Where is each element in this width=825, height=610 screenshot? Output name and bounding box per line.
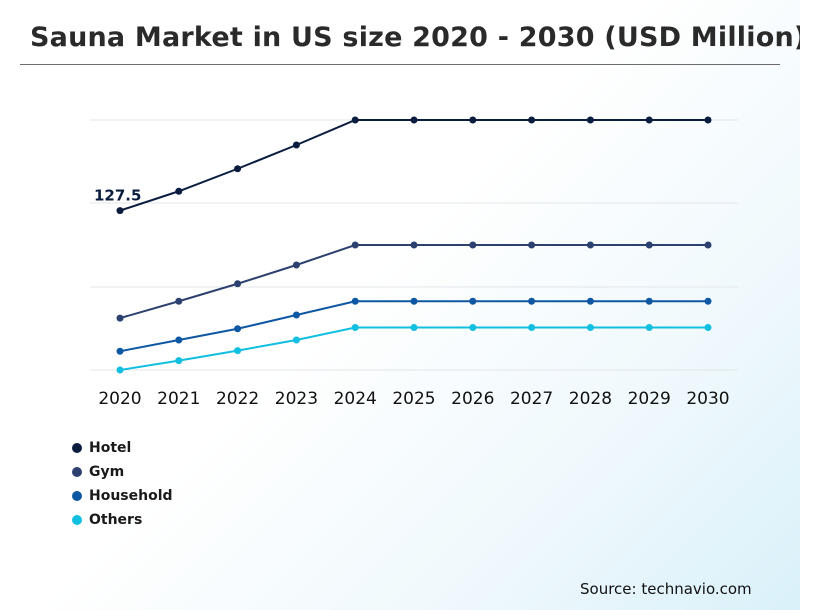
legend-item-others: Others bbox=[72, 508, 173, 532]
data-point-gym bbox=[586, 241, 594, 249]
chart-title: Sauna Market in US size 2020 - 2030 (USD… bbox=[30, 22, 807, 53]
data-point-gym bbox=[528, 241, 536, 249]
series-points bbox=[116, 116, 712, 374]
data-point-gym bbox=[645, 241, 653, 249]
data-point-gym bbox=[410, 241, 418, 249]
data-point-household bbox=[175, 336, 183, 344]
data-point-household bbox=[645, 297, 653, 305]
data-point-hotel bbox=[528, 116, 536, 124]
data-point-hotel bbox=[704, 116, 712, 124]
data-point-others bbox=[410, 324, 418, 331]
x-tick-label: 2020 bbox=[98, 389, 141, 409]
legend-marker bbox=[72, 491, 82, 501]
data-point-hotel bbox=[116, 207, 124, 215]
x-tick-label: 2029 bbox=[628, 389, 671, 409]
data-label: 127.5 bbox=[94, 187, 141, 205]
data-point-household bbox=[116, 347, 124, 355]
data-point-hotel bbox=[410, 116, 418, 124]
data-point-gym bbox=[351, 241, 359, 249]
data-point-others bbox=[175, 357, 183, 365]
data-point-hotel bbox=[469, 116, 477, 124]
data-point-others bbox=[234, 347, 242, 355]
legend: Hotel Gym Household Others bbox=[72, 436, 173, 532]
legend-label: Others bbox=[89, 512, 143, 528]
legend-label: Gym bbox=[89, 464, 125, 480]
data-point-others bbox=[351, 324, 359, 331]
source-credit: Source: technavio.com bbox=[580, 580, 752, 598]
data-point-household bbox=[586, 297, 594, 305]
x-axis-ticks: 2020 2021 2022 2023 2024 2025 2026 2027 2028 2029… bbox=[98, 389, 729, 409]
data-point-hotel bbox=[645, 116, 653, 124]
legend-label: Hotel bbox=[89, 440, 132, 456]
annotations: 127.5 bbox=[94, 187, 141, 205]
x-tick-label: 2025 bbox=[392, 389, 435, 409]
data-point-gym bbox=[469, 241, 477, 249]
data-point-others bbox=[586, 324, 594, 331]
data-point-household bbox=[469, 297, 477, 305]
data-point-others bbox=[528, 324, 536, 331]
legend-item-gym: Gym bbox=[72, 460, 173, 484]
legend-marker bbox=[72, 515, 82, 525]
data-point-gym bbox=[234, 280, 242, 288]
data-point-others bbox=[292, 336, 300, 344]
x-tick-label: 2026 bbox=[451, 389, 494, 409]
data-point-household bbox=[528, 297, 536, 305]
right-margin-panel bbox=[800, 0, 825, 610]
data-point-hotel bbox=[175, 187, 183, 195]
data-point-others bbox=[704, 324, 712, 331]
x-tick-label: 2027 bbox=[510, 389, 553, 409]
legend-item-household: Household bbox=[72, 484, 173, 508]
data-point-gym bbox=[175, 297, 183, 305]
data-point-others bbox=[116, 366, 124, 374]
data-point-household bbox=[292, 311, 300, 319]
data-point-gym bbox=[292, 261, 300, 269]
x-tick-label: 2023 bbox=[275, 389, 318, 409]
x-tick-label: 2024 bbox=[334, 389, 377, 409]
data-point-household bbox=[704, 297, 712, 305]
data-point-hotel bbox=[292, 141, 300, 149]
x-tick-label: 2021 bbox=[157, 389, 200, 409]
legend-label: Household bbox=[89, 488, 173, 504]
data-point-household bbox=[410, 297, 418, 305]
x-tick-label: 2028 bbox=[569, 389, 612, 409]
data-point-hotel bbox=[234, 165, 242, 173]
legend-marker bbox=[72, 467, 82, 477]
data-point-hotel bbox=[586, 116, 594, 124]
data-point-others bbox=[469, 324, 477, 331]
data-point-household bbox=[351, 297, 359, 305]
x-tick-label: 2030 bbox=[686, 389, 729, 409]
data-point-others bbox=[645, 324, 653, 331]
title-divider bbox=[20, 64, 780, 65]
series-line-gym bbox=[119, 244, 708, 320]
series-line-hotel bbox=[119, 119, 708, 212]
legend-item-hotel: Hotel bbox=[72, 436, 173, 460]
data-point-gym bbox=[704, 241, 712, 249]
legend-marker bbox=[72, 443, 82, 453]
data-point-gym bbox=[116, 314, 124, 322]
data-point-household bbox=[234, 325, 242, 333]
x-tick-label: 2022 bbox=[216, 389, 259, 409]
data-point-hotel bbox=[351, 116, 359, 124]
